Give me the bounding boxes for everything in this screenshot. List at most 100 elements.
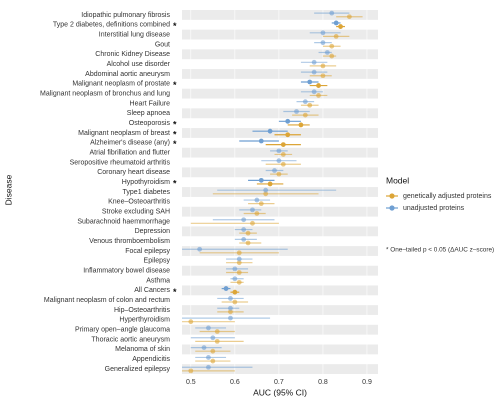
point	[272, 168, 277, 173]
point	[298, 122, 304, 128]
point	[294, 109, 299, 114]
significance-mark: *	[173, 80, 177, 90]
y-tick-label: Hypothyroidism	[122, 179, 170, 186]
row-stripe	[182, 305, 378, 315]
y-tick-label: Alcohol use disorder	[107, 61, 171, 68]
point	[329, 43, 335, 49]
row-stripe	[182, 364, 378, 374]
y-tick-label: Focal epilepsy	[125, 248, 170, 255]
point	[214, 329, 220, 334]
legend-label: unadjusted proteins	[403, 205, 465, 212]
point	[241, 227, 247, 232]
point	[250, 207, 255, 213]
y-tick-label: Malignant neoplasm of breast	[78, 130, 170, 137]
point	[280, 152, 286, 157]
y-tick-label: Thoracic aortic aneurysm	[91, 336, 170, 343]
y-tick-label: Knee–Osteoarthritis	[108, 199, 170, 206]
y-tick-label: Generalized epilepsy	[105, 366, 171, 373]
point	[324, 50, 330, 55]
point	[258, 138, 264, 144]
y-tick-label: Hip–Osteoarthritis	[114, 307, 171, 314]
significance-mark: *	[173, 120, 177, 130]
point	[267, 181, 273, 187]
row-stripe	[182, 88, 378, 99]
point	[232, 276, 238, 282]
point	[311, 89, 317, 95]
significance-mark: *	[173, 129, 177, 139]
x-tick-label: 0.8	[318, 379, 328, 386]
point	[254, 197, 260, 203]
point	[263, 187, 269, 193]
legend-swatch	[389, 193, 395, 199]
point	[320, 30, 326, 36]
point	[245, 230, 251, 236]
y-tick-label: Seropositive rheumatoid arthritis	[70, 159, 171, 166]
point	[302, 99, 308, 105]
point	[241, 236, 247, 242]
point	[333, 20, 339, 26]
y-tick-label: Abdominal aortic aneurysm	[85, 71, 170, 78]
significance-mark: *	[173, 21, 177, 31]
point	[214, 338, 220, 344]
point	[254, 211, 260, 216]
row-stripe	[182, 324, 378, 335]
point	[267, 128, 273, 134]
y-tick-label: Gout	[155, 41, 170, 48]
y-tick-label: Malignant neoplasm of bronchus and lung	[40, 90, 170, 97]
legend-title: Model	[386, 175, 409, 185]
point	[236, 256, 242, 262]
y-tick-label: Venous thromboembolism	[89, 238, 170, 245]
row-stripe	[182, 246, 378, 256]
point	[206, 364, 211, 370]
row-stripe	[182, 29, 378, 40]
y-tick-label: Inflammatory bowel disease	[83, 268, 170, 275]
row-stripe	[182, 344, 378, 355]
point	[236, 270, 242, 275]
point	[311, 69, 317, 75]
y-tick-label: Interstitial lung disease	[99, 31, 170, 38]
point	[316, 93, 321, 98]
point	[241, 217, 247, 223]
point	[333, 33, 339, 39]
y-tick-label: All Cancers	[134, 287, 170, 294]
row-stripe	[182, 187, 378, 197]
y-tick-label: Chronic Kidney Disease	[95, 51, 170, 58]
point	[320, 63, 326, 69]
y-tick-label: Primary open–angle glaucoma	[75, 327, 170, 334]
significance-mark: *	[173, 287, 177, 297]
row-stripe	[182, 285, 378, 296]
point	[250, 220, 255, 226]
point	[320, 73, 326, 79]
y-tick-label: Type1 diabetes	[123, 189, 171, 196]
point	[201, 345, 207, 351]
point	[307, 102, 313, 108]
y-tick-label: Hyperthyroidism	[119, 317, 170, 324]
point	[210, 358, 216, 364]
legend-swatch	[389, 205, 395, 211]
y-tick-label: Asthma	[146, 277, 170, 284]
y-tick-label: Heart Failure	[130, 100, 171, 107]
y-tick-label: Melanoma of skin	[115, 346, 170, 353]
point	[280, 142, 286, 148]
y-tick-label: Subarachnoid haemmorrhage	[77, 218, 170, 225]
point	[197, 246, 203, 252]
y-tick-label: Appendicitis	[132, 356, 170, 363]
y-tick-label: Malignant neoplasm of prostate	[72, 81, 170, 88]
row-stripe	[182, 108, 378, 119]
point	[276, 158, 282, 164]
y-tick-label: Stroke excluding SAH	[102, 209, 170, 216]
point	[285, 118, 291, 124]
point	[346, 14, 352, 20]
legend-label: genetically adjusted proteins	[403, 193, 492, 200]
y-tick-label: Sleep apnoea	[127, 110, 170, 117]
point	[320, 40, 326, 46]
point	[285, 132, 291, 138]
point	[280, 161, 286, 167]
y-tick-label: Epilepsy	[144, 258, 171, 265]
point	[236, 279, 242, 285]
row-stripe	[182, 49, 378, 60]
point	[232, 266, 238, 272]
row-stripe	[182, 206, 378, 217]
point	[228, 315, 233, 321]
row-stripe	[182, 10, 378, 20]
